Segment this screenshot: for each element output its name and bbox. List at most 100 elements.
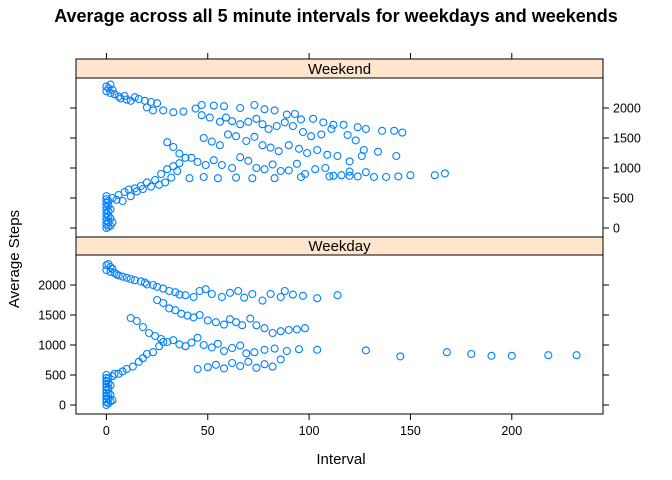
data-point (173, 166, 182, 176)
data-point (225, 288, 235, 297)
data-point (317, 130, 326, 139)
data-point (205, 113, 214, 122)
data-point (228, 163, 237, 173)
data-point (104, 389, 113, 398)
data-point (118, 196, 127, 206)
data-point (104, 201, 113, 210)
data-point (110, 369, 119, 378)
data-point (138, 354, 147, 363)
data-point (329, 171, 338, 180)
data-point (294, 345, 304, 354)
data-point (114, 271, 123, 280)
data-point (175, 290, 184, 299)
data-point (258, 296, 267, 305)
data-point (333, 151, 342, 161)
data-point (327, 124, 336, 134)
data-point (244, 117, 253, 126)
data-point (268, 160, 277, 169)
y-tick-label: 1000 (38, 339, 66, 353)
data-point (343, 130, 352, 140)
data-point (146, 97, 156, 107)
data-point (155, 342, 164, 351)
data-point (487, 351, 496, 360)
data-point (169, 108, 178, 117)
data-point (250, 132, 259, 141)
data-point (193, 157, 202, 167)
data-point (110, 268, 119, 278)
data-point (309, 114, 318, 123)
data-point (276, 355, 285, 364)
data-point (276, 327, 285, 336)
strip-label: Weekday (308, 238, 371, 255)
data-point (211, 360, 220, 369)
data-point (215, 141, 224, 150)
data-point (219, 364, 229, 373)
y-tick-label: 1500 (613, 132, 641, 146)
data-point (270, 344, 279, 353)
data-point (467, 349, 476, 359)
data-point (339, 120, 348, 129)
data-point (167, 173, 176, 182)
data-point (219, 320, 229, 329)
data-point (102, 87, 111, 96)
data-point (507, 351, 516, 360)
data-point (159, 298, 168, 308)
data-point (272, 121, 281, 131)
y-tick-label: 1500 (38, 309, 66, 323)
data-point (102, 376, 111, 386)
data-point (378, 126, 387, 135)
data-point (300, 324, 310, 333)
data-point (185, 174, 194, 183)
data-point (268, 328, 277, 338)
panel-frame (75, 77, 604, 238)
y-tick-label: 0 (59, 399, 66, 413)
data-point (282, 110, 291, 119)
data-point (244, 357, 253, 366)
data-point (228, 343, 237, 353)
x-tick-label: 200 (501, 424, 522, 438)
data-point (102, 391, 111, 401)
data-point (270, 106, 279, 115)
chart-title: Average across all 5 minute intervals fo… (54, 6, 618, 26)
data-point (345, 171, 354, 180)
data-point (264, 124, 273, 134)
data-point (292, 325, 301, 334)
data-point (323, 150, 332, 159)
data-point (333, 291, 342, 300)
data-point (238, 321, 247, 330)
data-point (197, 111, 206, 120)
data-point (252, 321, 261, 330)
x-tick-label: 100 (299, 424, 320, 438)
data-point (187, 338, 196, 347)
data-point (244, 156, 253, 165)
data-point (217, 292, 226, 302)
data-point (223, 130, 233, 139)
data-point (248, 174, 257, 183)
data-point (294, 144, 304, 153)
data-point (199, 340, 208, 350)
data-point (221, 113, 231, 122)
data-point (313, 145, 322, 155)
data-point (201, 285, 210, 294)
data-point (337, 171, 346, 180)
data-point (106, 390, 115, 399)
data-point (104, 222, 113, 231)
data-point (544, 351, 553, 360)
data-point (252, 114, 261, 123)
data-point (126, 192, 135, 201)
y-tick-label: 500 (45, 369, 66, 383)
data-point (130, 93, 139, 102)
data-point (213, 174, 222, 183)
data-point (203, 316, 212, 325)
data-point (106, 381, 115, 390)
data-point (369, 172, 379, 182)
data-point (240, 293, 249, 302)
data-point (284, 166, 293, 175)
data-point (114, 369, 123, 378)
data-point (276, 292, 285, 302)
data-point (236, 361, 245, 371)
data-point (258, 120, 267, 129)
data-point (187, 153, 196, 162)
data-point (280, 286, 289, 296)
